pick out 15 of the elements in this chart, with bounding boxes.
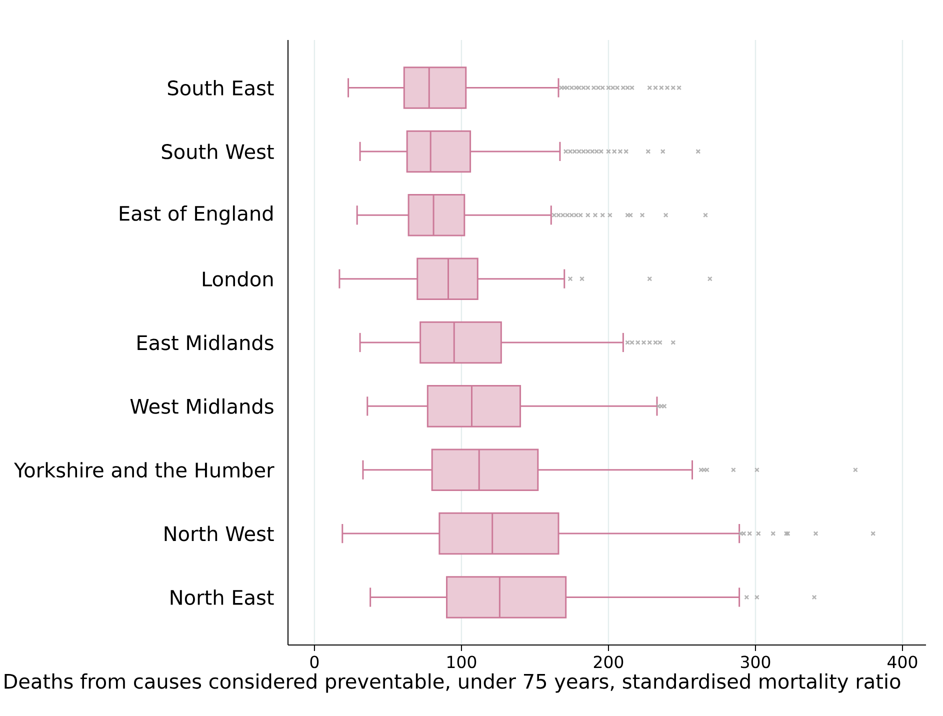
y-tick-label: South East — [168, 80, 274, 96]
y-tick-label: North West — [164, 526, 274, 542]
x-tick-label: 0 — [310, 656, 319, 668]
x-tick-label: 100 — [448, 656, 476, 668]
x-axis-title: Deaths from causes considered preventable, under 75 years, standardised mortality ratio — [4, 673, 900, 693]
y-tick-label: West Midlands — [130, 398, 274, 414]
y-tick-label: North East — [170, 589, 274, 605]
y-tick-label: East Midlands — [138, 334, 274, 350]
y-tick-label: Yorkshire and the Humber — [14, 462, 274, 478]
x-tick-label: 300 — [740, 656, 770, 668]
x-tick-label: 200 — [594, 656, 624, 668]
y-tick-label: East of England — [120, 205, 272, 225]
y-tick-label: London — [202, 271, 273, 287]
y-tick-label: South West — [162, 144, 274, 160]
x-tick-label: 400 — [888, 656, 918, 668]
